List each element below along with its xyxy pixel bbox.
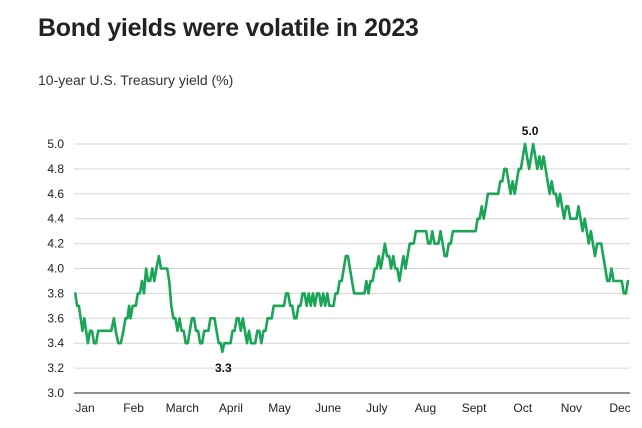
series-layer [74,142,630,354]
y-tick-label: 3.8 [47,286,64,300]
chart-title: Bond yields were volatile in 2023 [38,14,419,42]
y-tick-label: 4.8 [47,162,64,176]
y-tick-label: 3.0 [47,386,64,400]
y-tick-label: 4.4 [47,212,64,226]
annotations: 5.0 3.3 [215,124,539,375]
annotation-label: 5.0 [522,124,539,138]
series-line [74,142,630,354]
x-tick-label: March [166,401,199,415]
annotation-label: 3.3 [215,361,232,375]
y-tick-label: 3.2 [47,361,64,375]
y-tick-label: 4.2 [47,237,64,251]
x-tick-label: Feb [123,401,144,415]
chart-subtitle: 10-year U.S. Treasury yield (%) [38,72,234,88]
y-tick-label: 4.0 [47,262,64,276]
x-tick-label: May [268,401,291,415]
x-axis-ticks: Jan Feb March April May June July Aug Sept Oct Nov… [75,401,630,415]
y-tick-label: 3.4 [47,336,64,350]
x-tick-label: Jan [75,401,94,415]
x-tick-label: Dec [609,401,630,415]
y-axis-ticks: 5.0 4.8 4.6 4.4 4.2 4.0 3.8 3.6 3.4 3.2 3.0 [47,137,64,400]
y-tick-label: 3.6 [47,311,64,325]
x-tick-label: July [366,401,387,415]
y-tick-label: 5.0 [47,137,64,151]
y-tick-label: 4.6 [47,187,64,201]
x-tick-label: June [315,401,341,415]
x-tick-label: Nov [561,401,582,415]
x-tick-label: Aug [415,401,436,415]
x-tick-label: Oct [513,401,532,415]
x-tick-label: Sept [462,401,487,415]
x-tick-label: April [219,401,243,415]
